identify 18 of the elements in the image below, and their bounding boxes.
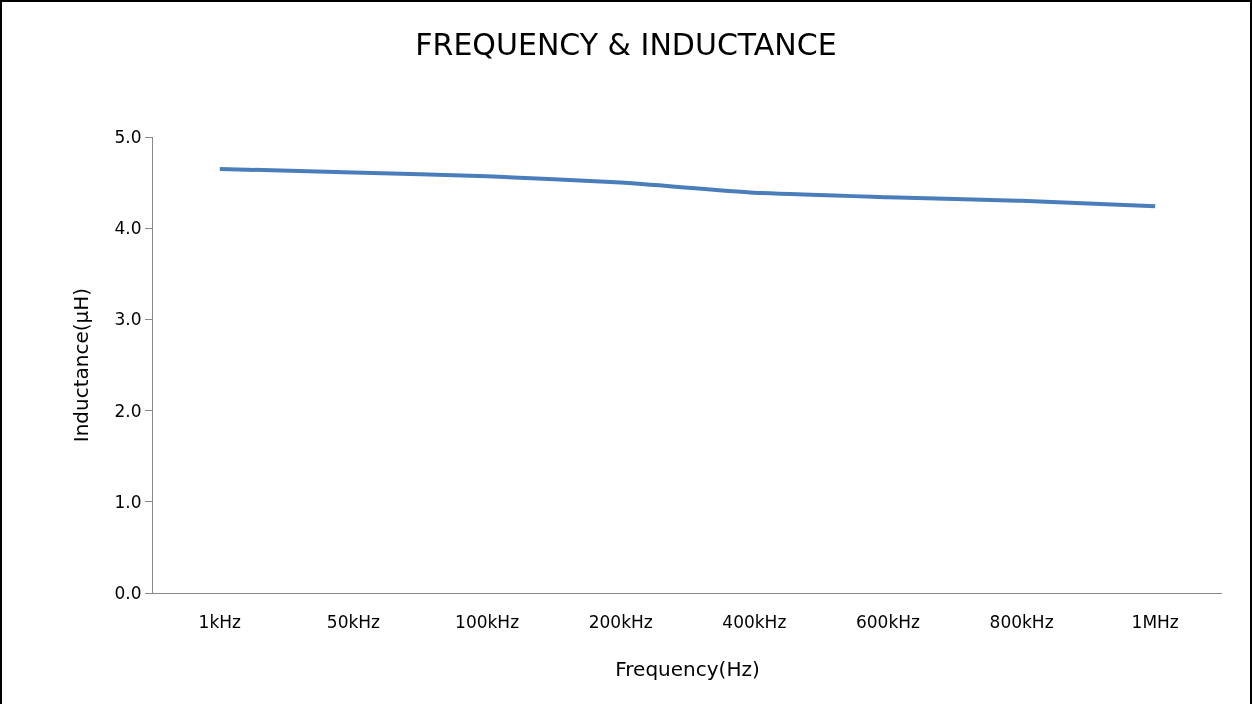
x-tick-label: 600kHz (855, 612, 921, 633)
x-tick-label: 100kHz (455, 612, 520, 633)
chart-title: FREQUENCY & INDUCTANCE (415, 26, 837, 62)
x-tick-label: 400kHz (722, 612, 787, 633)
x-tick-label: 1MHz (1131, 612, 1179, 633)
y-tick-label: 2.0 (114, 400, 142, 421)
y-tick-label: 3.0 (114, 309, 142, 330)
x-tick-label: 800kHz (989, 612, 1054, 633)
line-series (217, 166, 1158, 209)
y-tick-label: 4.0 (114, 218, 142, 239)
y-tick-label: 1.0 (114, 491, 142, 512)
x-tick-label: 200kHz (588, 612, 653, 633)
x-axis-title: Frequency(Hz) (615, 656, 760, 681)
x-tick-label: 50kHz (326, 612, 381, 633)
y-tick-label: 0.0 (114, 582, 142, 603)
x-tick-label: 1kHz (198, 612, 242, 633)
y-axis-title: Inductance(μH) (69, 287, 94, 443)
y-tick-label: 5.0 (114, 126, 142, 147)
